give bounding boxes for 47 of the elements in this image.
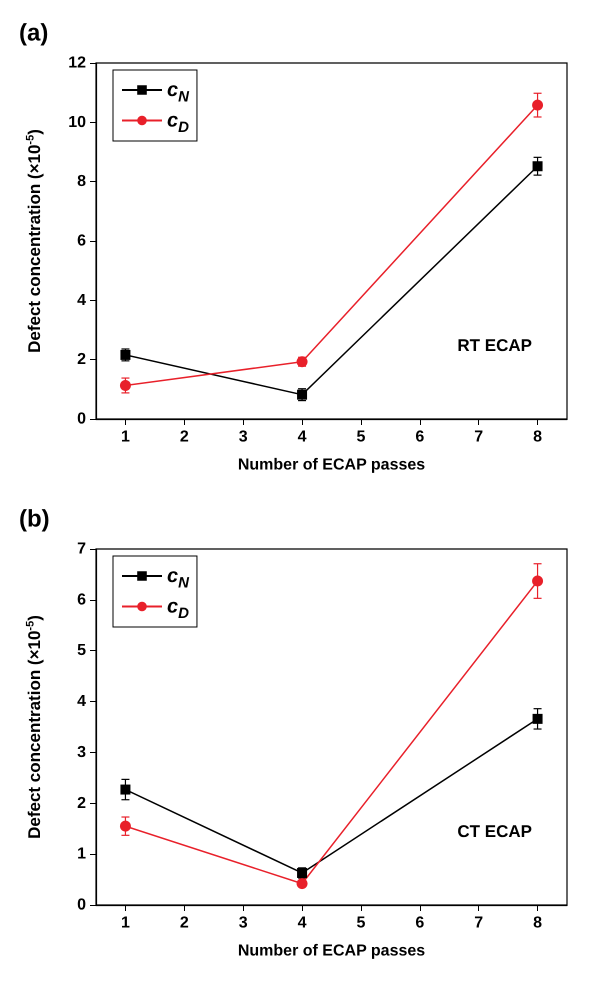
x-tick-label: 8 <box>533 428 542 446</box>
point <box>120 380 131 391</box>
y-axis-title: Defect concentration (×10-5) <box>24 129 44 353</box>
x-tick-label: 1 <box>120 428 130 446</box>
y-tick-label: 2 <box>77 794 86 812</box>
y-tick-label: 3 <box>77 744 86 761</box>
x-tick-label: 6 <box>415 914 424 932</box>
y-tick-label: 0 <box>77 410 86 428</box>
annotation: CT ECAP <box>457 822 532 841</box>
point <box>120 784 130 795</box>
x-tick-label: 5 <box>356 914 366 932</box>
y-tick-label: 7 <box>77 540 86 558</box>
x-axis-title: Number of ECAP passes <box>238 942 426 960</box>
annotation: RT ECAP <box>457 336 532 355</box>
x-tick-label: 3 <box>238 914 248 932</box>
x-tick-label: 2 <box>180 914 189 932</box>
y-tick-label: 1 <box>77 846 86 863</box>
y-tick-label: 5 <box>77 642 86 660</box>
point <box>532 161 543 172</box>
x-tick-label: 6 <box>415 428 424 446</box>
x-tick-label: 2 <box>180 428 189 446</box>
y-tick-label: 12 <box>68 54 86 72</box>
x-axis-title: Number of ECAP passes <box>238 456 426 474</box>
x-tick-label: 3 <box>238 428 248 446</box>
chart-title: (a) <box>19 20 48 46</box>
x-tick-label: 1 <box>120 914 130 932</box>
y-tick-label: 0 <box>77 896 86 914</box>
point <box>532 100 544 111</box>
point <box>532 714 543 724</box>
x-tick-label: 4 <box>298 428 307 446</box>
y-tick-label: 6 <box>77 232 86 250</box>
x-tick-label: 7 <box>474 914 484 932</box>
x-tick-label: 5 <box>356 428 366 446</box>
point <box>120 820 131 832</box>
x-tick-label: 8 <box>533 914 542 932</box>
y-tick-label: 10 <box>68 114 86 131</box>
y-axis-title: Defect concentration (×10-5) <box>24 615 44 839</box>
y-tick-label: 8 <box>77 173 86 190</box>
point <box>532 576 544 587</box>
point <box>296 878 308 890</box>
y-tick-label: 4 <box>77 693 86 710</box>
x-tick-label: 4 <box>298 914 307 932</box>
y-tick-label: 6 <box>77 591 86 608</box>
y-tick-label: 2 <box>77 351 86 368</box>
y-tick-label: 4 <box>77 292 86 309</box>
x-tick-label: 7 <box>474 428 484 446</box>
chart-title: (b) <box>19 506 50 532</box>
